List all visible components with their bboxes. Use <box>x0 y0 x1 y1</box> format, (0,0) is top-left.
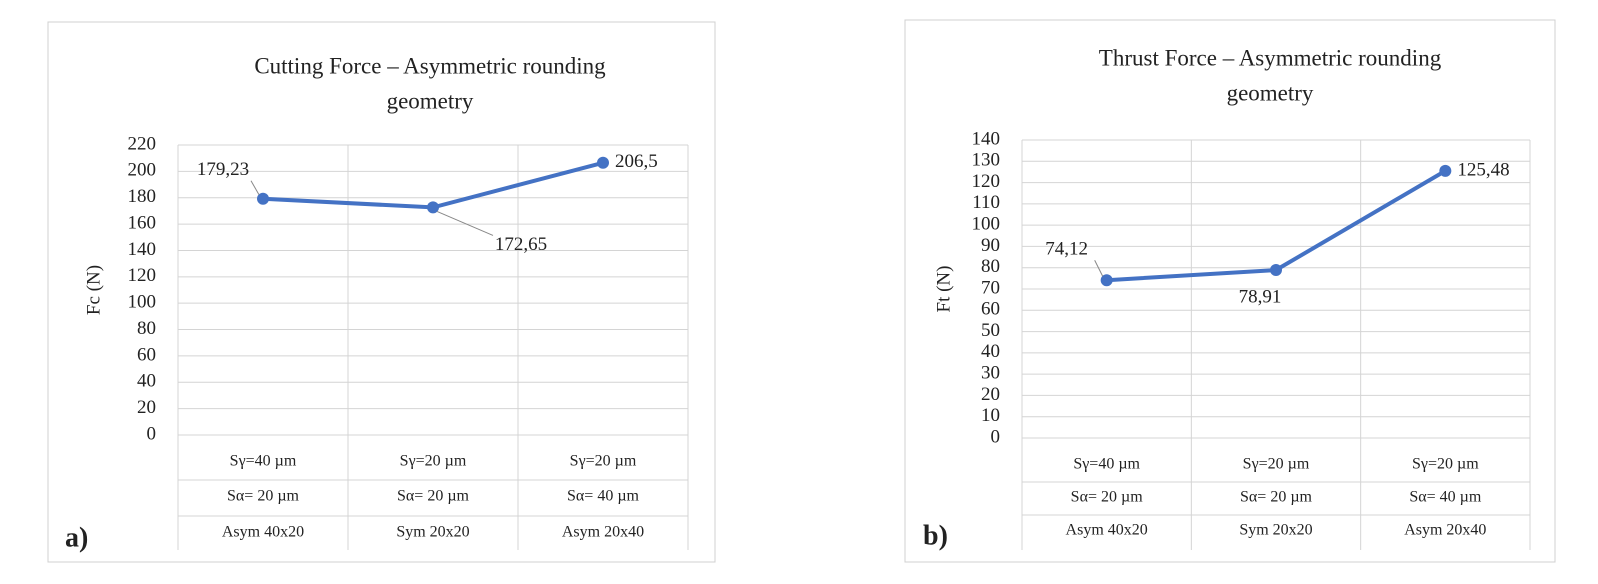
data-label: 125,48 <box>1457 159 1509 180</box>
data-label: 78,91 <box>1239 286 1282 307</box>
x-tick-label: Sγ=20 µm <box>1412 456 1479 473</box>
data-point <box>1100 274 1113 287</box>
x-tick-label: Sγ=20 µm <box>1243 456 1310 473</box>
panel-label: a) <box>65 522 88 553</box>
y-axis-label: Ft (N) <box>933 266 954 313</box>
x-tick-label: Asym 20x40 <box>1404 522 1486 539</box>
x-tick-label: Sα= 40 µm <box>567 488 640 505</box>
data-point <box>427 201 439 214</box>
chart-panel: Cutting Force – Asymmetric rounding geome… <box>47 21 716 563</box>
y-tick-label: 130 <box>972 150 1001 171</box>
x-tick-label: Sα= 40 µm <box>1409 489 1482 506</box>
x-tick-label: Sα= 20 µm <box>1071 489 1144 506</box>
x-tick-label: Sγ=40 µm <box>1073 456 1140 473</box>
chart-frame <box>47 21 716 563</box>
y-tick-label: 80 <box>981 256 1000 277</box>
data-point <box>597 156 609 169</box>
data-point <box>257 192 269 205</box>
data-label: 172,65 <box>495 234 547 255</box>
y-tick-label: 120 <box>128 265 157 286</box>
y-tick-label: 60 <box>137 344 156 365</box>
y-tick-label: 180 <box>128 186 157 207</box>
x-tick-label: Sα= 20 µm <box>227 488 300 505</box>
panel-label: b) <box>923 520 948 551</box>
x-tick-label: Sγ=20 µm <box>400 453 467 470</box>
x-tick-label: Asym 40x20 <box>1066 522 1148 539</box>
data-point <box>1439 164 1452 177</box>
y-tick-label: 40 <box>137 371 156 392</box>
x-tick-label: Sγ=40 µm <box>230 453 297 470</box>
y-tick-label: 160 <box>128 212 157 233</box>
y-tick-label: 20 <box>981 384 1000 405</box>
chart-title: Cutting Force – Asymmetric rounding <box>254 53 606 78</box>
data-label: 206,5 <box>615 151 658 172</box>
x-tick-label: Asym 20x40 <box>562 524 644 541</box>
y-tick-label: 140 <box>128 239 157 260</box>
x-tick-label: Sγ=20 µm <box>570 453 637 470</box>
chart-title: Thrust Force – Asymmetric rounding <box>1099 45 1442 70</box>
y-tick-label: 90 <box>981 235 1000 256</box>
y-tick-label: 70 <box>981 277 1000 298</box>
x-tick-label: Sym 20x20 <box>396 524 469 541</box>
y-tick-label: 50 <box>981 320 1000 341</box>
y-tick-label: 120 <box>972 171 1001 192</box>
chart-title: geometry <box>1227 80 1314 105</box>
leader-line <box>250 180 260 195</box>
y-tick-label: 0 <box>991 426 1001 447</box>
y-tick-label: 40 <box>981 341 1000 362</box>
chart-frame <box>904 19 1556 563</box>
data-label: 179,23 <box>197 159 249 180</box>
y-tick-label: 80 <box>137 318 156 339</box>
data-label: 74,12 <box>1045 239 1088 260</box>
y-tick-label: 100 <box>972 214 1001 235</box>
y-tick-label: 110 <box>972 192 1000 213</box>
y-tick-label: 100 <box>128 292 157 313</box>
leader-line <box>436 210 494 236</box>
x-tick-label: Asym 40x20 <box>222 524 304 541</box>
y-axis-label: Fc (N) <box>83 265 104 315</box>
y-tick-label: 30 <box>981 363 1000 384</box>
y-tick-label: 220 <box>128 133 157 154</box>
y-tick-label: 20 <box>137 397 156 418</box>
y-tick-label: 60 <box>981 299 1000 320</box>
chart-panel: Thrust Force – Asymmetric rounding geomet… <box>904 19 1556 563</box>
y-tick-label: 0 <box>147 423 157 444</box>
leader-line <box>1094 260 1104 277</box>
x-tick-label: Sym 20x20 <box>1239 522 1312 539</box>
x-tick-label: Sα= 20 µm <box>1240 489 1313 506</box>
y-tick-label: 140 <box>972 128 1001 149</box>
y-tick-label: 10 <box>981 405 1000 426</box>
data-point <box>1270 264 1282 277</box>
chart-title: geometry <box>387 88 474 113</box>
y-tick-label: 200 <box>128 160 157 181</box>
x-tick-label: Sα= 20 µm <box>397 488 470 505</box>
